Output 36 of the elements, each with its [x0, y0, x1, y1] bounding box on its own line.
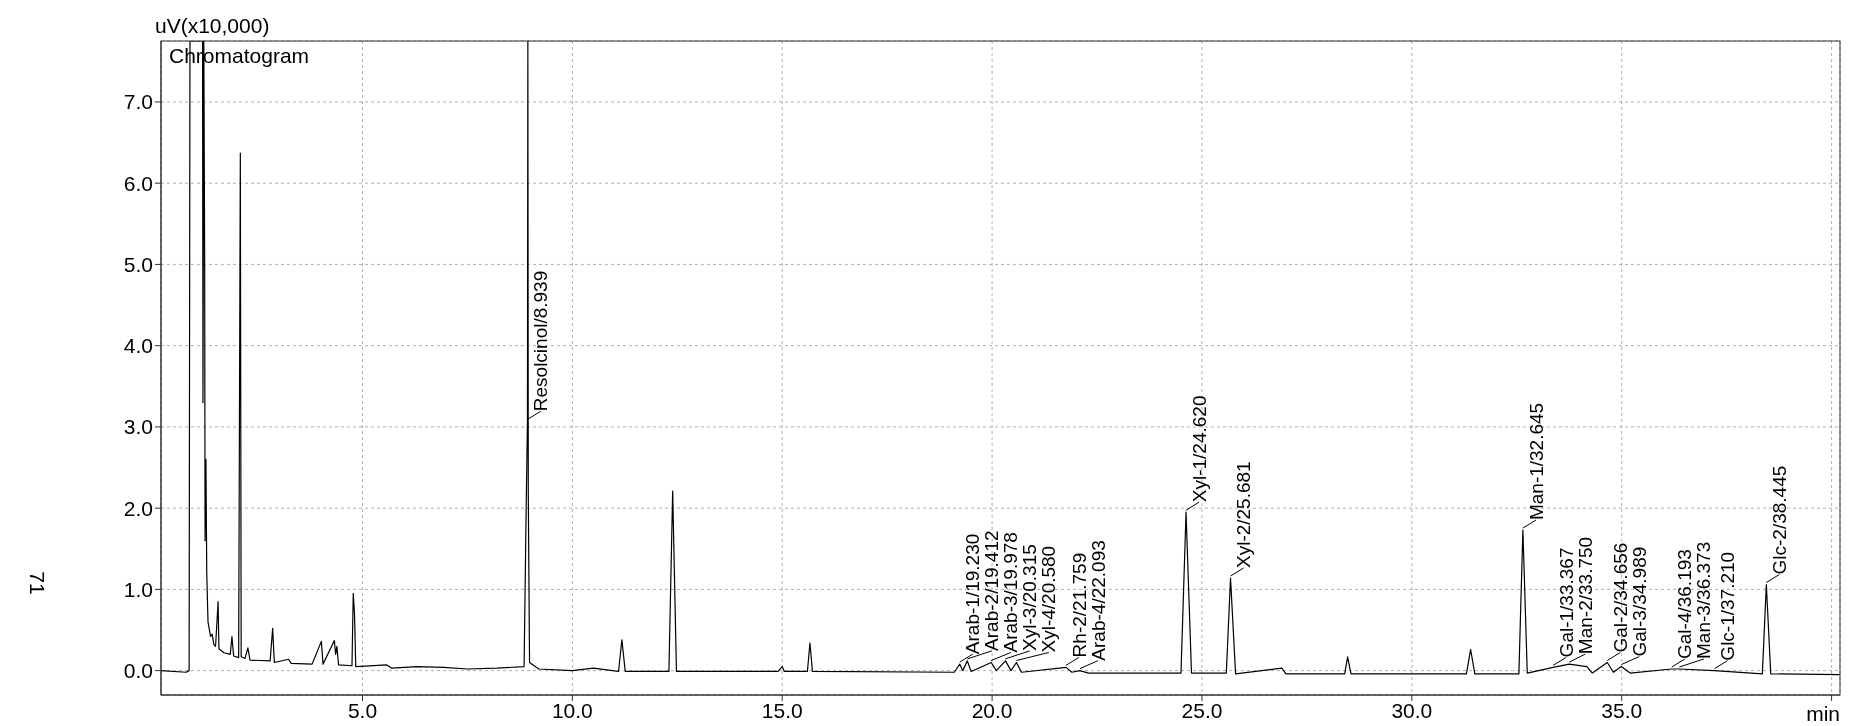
x-tick-label: 35.0	[1601, 698, 1643, 722]
text: 71	[26, 571, 49, 595]
x-tick-label: 25.0	[1181, 698, 1223, 722]
annotation: Gal-3/34.989	[1628, 546, 1650, 657]
y-axis-title: uV(x10,000)	[155, 14, 270, 37]
y-tick-label: 0.0	[123, 659, 153, 683]
annotation: Glc-1/37.210	[1717, 551, 1739, 661]
annotation: Man-2/33.750	[1574, 536, 1596, 655]
annotation: Arab-2/19.412	[981, 530, 1003, 651]
annotation: Rh-2/21.759	[1068, 552, 1090, 658]
annotation: Resolcinol/8.939	[530, 270, 552, 412]
annotation: Arab-3/19.978	[1000, 532, 1022, 653]
y-tick-label: 1.0	[123, 577, 153, 601]
y-tick-label: 2.0	[123, 496, 153, 520]
annotation: Gal-1/33.367	[1555, 547, 1577, 658]
annotation: Man-1/32.645	[1525, 402, 1547, 521]
y-tick-label: 6.0	[123, 171, 153, 195]
annotation: Xyl-2/25.681	[1233, 461, 1255, 569]
y-tick-label: 7.0	[123, 90, 153, 114]
annotation: Glc-2/38.445	[1768, 465, 1790, 575]
y-tick-label: 5.0	[123, 252, 153, 276]
x-axis-title: min	[1806, 702, 1840, 725]
annotation: Arab-4/22.093	[1087, 540, 1109, 661]
annotation: Gal-2/34.656	[1609, 542, 1631, 653]
annotation: Xyl-1/24.620	[1188, 395, 1210, 503]
x-tick-label: 15.0	[761, 698, 803, 722]
x-tick-label: 20.0	[971, 698, 1013, 722]
annotation: Man-3/36.373	[1693, 541, 1715, 659]
y-tick-label: 3.0	[123, 415, 153, 439]
x-tick-label: 30.0	[1391, 698, 1433, 722]
annotation: Arab-1/19.230	[962, 533, 984, 655]
x-tick-label: 5.0	[347, 698, 378, 722]
annotation: Gal-4/36.193	[1674, 549, 1696, 659]
y-tick-label: 4.0	[123, 334, 153, 358]
annotation: Xyl-3/20.315	[1019, 544, 1041, 651]
x-tick-label: 10.0	[551, 698, 593, 722]
